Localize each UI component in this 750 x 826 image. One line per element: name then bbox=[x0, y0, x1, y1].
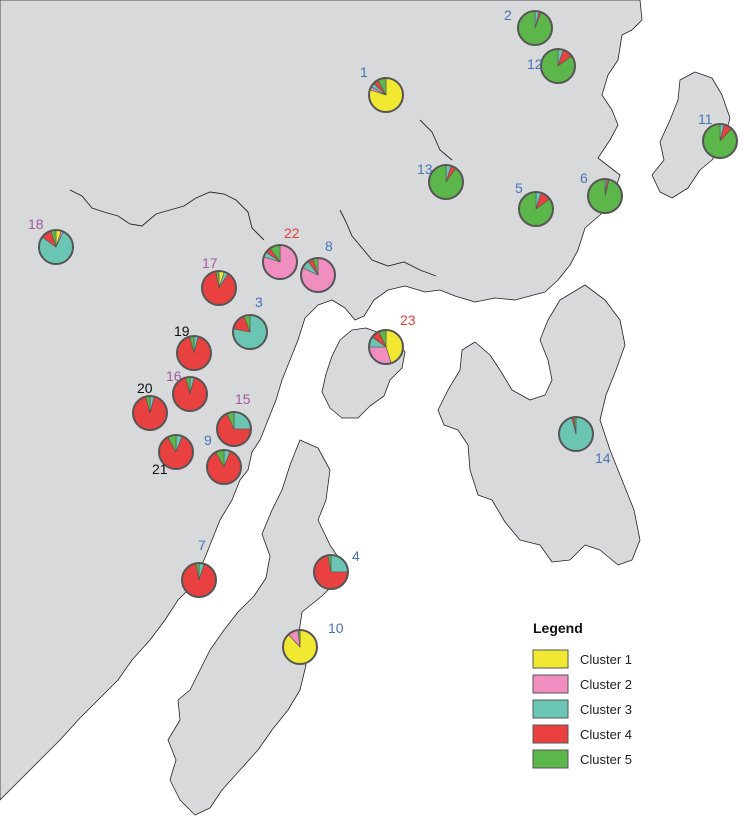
rivers bbox=[69, 119, 453, 277]
pie-outline bbox=[517, 10, 553, 46]
pie-outline bbox=[172, 376, 208, 412]
site-label-13: 13 bbox=[417, 161, 433, 177]
site-label-6: 6 bbox=[580, 170, 588, 186]
legend-swatch bbox=[532, 699, 569, 719]
pie-outline bbox=[158, 434, 194, 470]
site-pie-18 bbox=[38, 229, 74, 265]
pie-outline bbox=[540, 48, 576, 84]
site-label-20: 20 bbox=[137, 380, 153, 396]
pie-outline bbox=[201, 270, 237, 306]
legend-item-5: Cluster 5 bbox=[532, 749, 632, 769]
site-label-3: 3 bbox=[255, 294, 263, 310]
site-label-11: 11 bbox=[698, 111, 713, 127]
site-pie-20 bbox=[132, 395, 168, 431]
site-label-14: 14 bbox=[595, 450, 611, 466]
site-label-2: 2 bbox=[504, 7, 512, 23]
pie-outline bbox=[132, 395, 168, 431]
legend-item-3: Cluster 3 bbox=[532, 699, 632, 719]
site-label-21: 21 bbox=[152, 461, 168, 477]
north-land bbox=[0, 0, 643, 801]
pie-outline bbox=[176, 335, 212, 371]
site-label-5: 5 bbox=[515, 180, 523, 196]
site-label-15: 15 bbox=[235, 391, 251, 407]
legend-item-1: Cluster 1 bbox=[532, 649, 632, 669]
pie-outline bbox=[587, 178, 623, 214]
pie-outline bbox=[262, 244, 298, 280]
legend-label: Cluster 1 bbox=[580, 652, 632, 667]
site-markers bbox=[38, 10, 738, 665]
pie-outline bbox=[181, 562, 217, 598]
site-pie-3 bbox=[232, 314, 268, 350]
legend-label: Cluster 2 bbox=[580, 677, 632, 692]
site-pie-4 bbox=[313, 554, 349, 590]
pie-outline bbox=[313, 554, 349, 590]
site-pie-23 bbox=[368, 329, 404, 365]
site-pie-21 bbox=[158, 434, 194, 470]
site-pie-1 bbox=[368, 77, 404, 113]
legend-swatch bbox=[532, 724, 569, 744]
site-pie-2 bbox=[517, 10, 553, 46]
site-label-22: 22 bbox=[284, 225, 300, 241]
site-pie-11 bbox=[702, 123, 738, 159]
site-pie-15 bbox=[216, 411, 252, 447]
site-pie-10 bbox=[282, 629, 318, 665]
legend-label: Cluster 3 bbox=[580, 702, 632, 717]
site-pie-13 bbox=[428, 164, 464, 200]
legend-items: Cluster 1 Cluster 2 Cluster 3 Cluster 4 Clus… bbox=[532, 649, 632, 769]
site-pie-6 bbox=[587, 178, 623, 214]
river-west bbox=[69, 189, 265, 241]
pie-outline bbox=[216, 411, 252, 447]
pie-outline bbox=[428, 164, 464, 200]
site-pie-19 bbox=[176, 335, 212, 371]
legend-item-2: Cluster 2 bbox=[532, 674, 632, 694]
site-label-7: 7 bbox=[198, 537, 206, 553]
site-pie-12 bbox=[540, 48, 576, 84]
site-pie-8 bbox=[300, 257, 336, 293]
site-label-8: 8 bbox=[325, 238, 333, 254]
legend-label: Cluster 5 bbox=[580, 752, 632, 767]
peninsula-14 bbox=[437, 284, 641, 566]
pie-outline bbox=[558, 416, 594, 452]
legend-title: Legend bbox=[533, 620, 583, 636]
legend-swatch bbox=[532, 674, 569, 694]
site-pie-5 bbox=[518, 191, 554, 227]
site-pie-9 bbox=[206, 449, 242, 485]
pie-outline bbox=[206, 449, 242, 485]
site-label-9: 9 bbox=[204, 432, 212, 448]
site-label-12: 12 bbox=[527, 56, 543, 72]
landmass bbox=[0, 0, 731, 816]
site-label-23: 23 bbox=[400, 312, 416, 328]
site-label-4: 4 bbox=[352, 548, 360, 564]
site-label-1: 1 bbox=[360, 64, 368, 80]
site-pie-14 bbox=[558, 416, 594, 452]
site-label-16: 16 bbox=[166, 368, 182, 384]
site-label-10: 10 bbox=[328, 620, 344, 636]
legend-swatch bbox=[532, 749, 569, 769]
site-label-18: 18 bbox=[28, 216, 44, 232]
pie-outline bbox=[38, 229, 74, 265]
pie-outline bbox=[368, 77, 404, 113]
site-pie-17 bbox=[201, 270, 237, 306]
river-inlet bbox=[339, 209, 437, 277]
pie-outline bbox=[282, 629, 318, 665]
pie-outline bbox=[518, 191, 554, 227]
site-pie-7 bbox=[181, 562, 217, 598]
pie-outline bbox=[368, 329, 404, 365]
pie-outline bbox=[702, 123, 738, 159]
island-11 bbox=[651, 71, 731, 199]
pie-outline bbox=[300, 257, 336, 293]
creek-north bbox=[419, 119, 453, 161]
site-pie-22 bbox=[262, 244, 298, 280]
legend-label: Cluster 4 bbox=[580, 727, 632, 742]
pie-outline bbox=[232, 314, 268, 350]
legend-swatch bbox=[532, 649, 569, 669]
site-pie-16 bbox=[172, 376, 208, 412]
site-label-17: 17 bbox=[202, 255, 218, 271]
legend-item-4: Cluster 4 bbox=[532, 724, 632, 744]
site-label-19: 19 bbox=[174, 323, 190, 339]
